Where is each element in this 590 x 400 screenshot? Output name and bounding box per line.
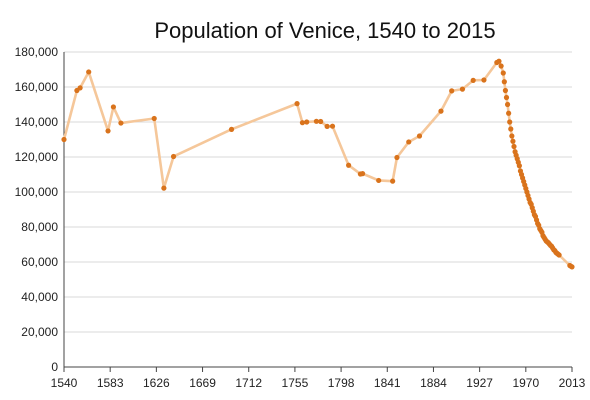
series-line-path [62,59,574,269]
data-point [304,119,310,125]
y-tick-label: 180,000 [15,45,59,59]
data-point [61,136,67,143]
y-tick-label: 60,000 [21,255,58,269]
y-tick-label: 140,000 [15,115,59,129]
data-point [170,153,177,160]
data-point [105,128,111,134]
gridlines [64,51,572,333]
axes [63,52,573,372]
data-point [503,94,510,101]
data-point [359,171,366,177]
data-point [346,162,352,168]
data-point [481,77,487,83]
x-tick-label: 1669 [189,376,216,390]
data-point [510,138,516,144]
data-point [507,119,513,125]
y-axis-tick-labels: 0 20,000 40,000 60,000 80,000 100,000 120,000 1… [15,45,59,374]
data-point [394,154,400,161]
data-point [502,87,509,94]
data-point [294,101,300,107]
data-point [459,86,466,92]
data-point [509,133,515,139]
x-tick-label: 1884 [420,376,447,390]
x-tick-label: 1970 [512,376,539,390]
data-point [470,77,476,83]
data-point [324,123,330,129]
data-point [438,108,444,114]
data-point [416,133,423,139]
x-tick-label: 1755 [282,376,309,390]
data-point [501,79,507,85]
data-point [406,139,412,145]
data-point [496,58,502,64]
y-tick-label: 20,000 [21,325,58,339]
data-point [118,120,124,126]
data-point [161,185,167,191]
data-point [516,163,522,169]
data-point [318,118,324,125]
x-tick-label: 1626 [143,376,170,390]
data-point [506,110,512,116]
x-tick-label: 1540 [51,376,78,390]
data-point [390,178,396,184]
y-tick-label: 80,000 [21,220,58,234]
data-point [77,85,83,91]
series-line [62,59,574,269]
x-tick-label: 1583 [97,376,124,390]
data-point [329,123,336,129]
x-tick-label: 2013 [559,376,586,390]
data-point [151,115,157,122]
series-markers [61,58,575,270]
data-point [556,252,562,258]
data-point [508,126,514,132]
x-tick-label: 1927 [466,376,493,390]
data-point [86,69,92,75]
data-point [299,120,306,126]
x-tick-label: 1841 [374,376,401,390]
data-point [376,177,382,184]
y-tick-label: 120,000 [15,150,59,164]
y-tick-label: 40,000 [21,290,58,304]
x-tick-label: 1712 [235,376,262,390]
x-axis-tick-labels: 1540 1583 1626 1669 1712 1755 1798 1841 1884 1927… [51,376,586,390]
data-point [313,118,319,124]
data-point [511,143,517,150]
data-point [504,101,511,108]
y-tick-label: 0 [51,360,58,374]
data-point [500,70,506,76]
x-tick-label: 1798 [328,376,355,390]
y-tick-label: 160,000 [15,80,59,94]
data-point [228,126,235,132]
data-point [110,104,117,110]
chart-title: Population of Venice, 1540 to 2015 [154,18,496,43]
data-point [449,88,455,94]
data-point [569,264,575,270]
y-tick-label: 100,000 [15,185,59,199]
data-point [498,63,504,69]
